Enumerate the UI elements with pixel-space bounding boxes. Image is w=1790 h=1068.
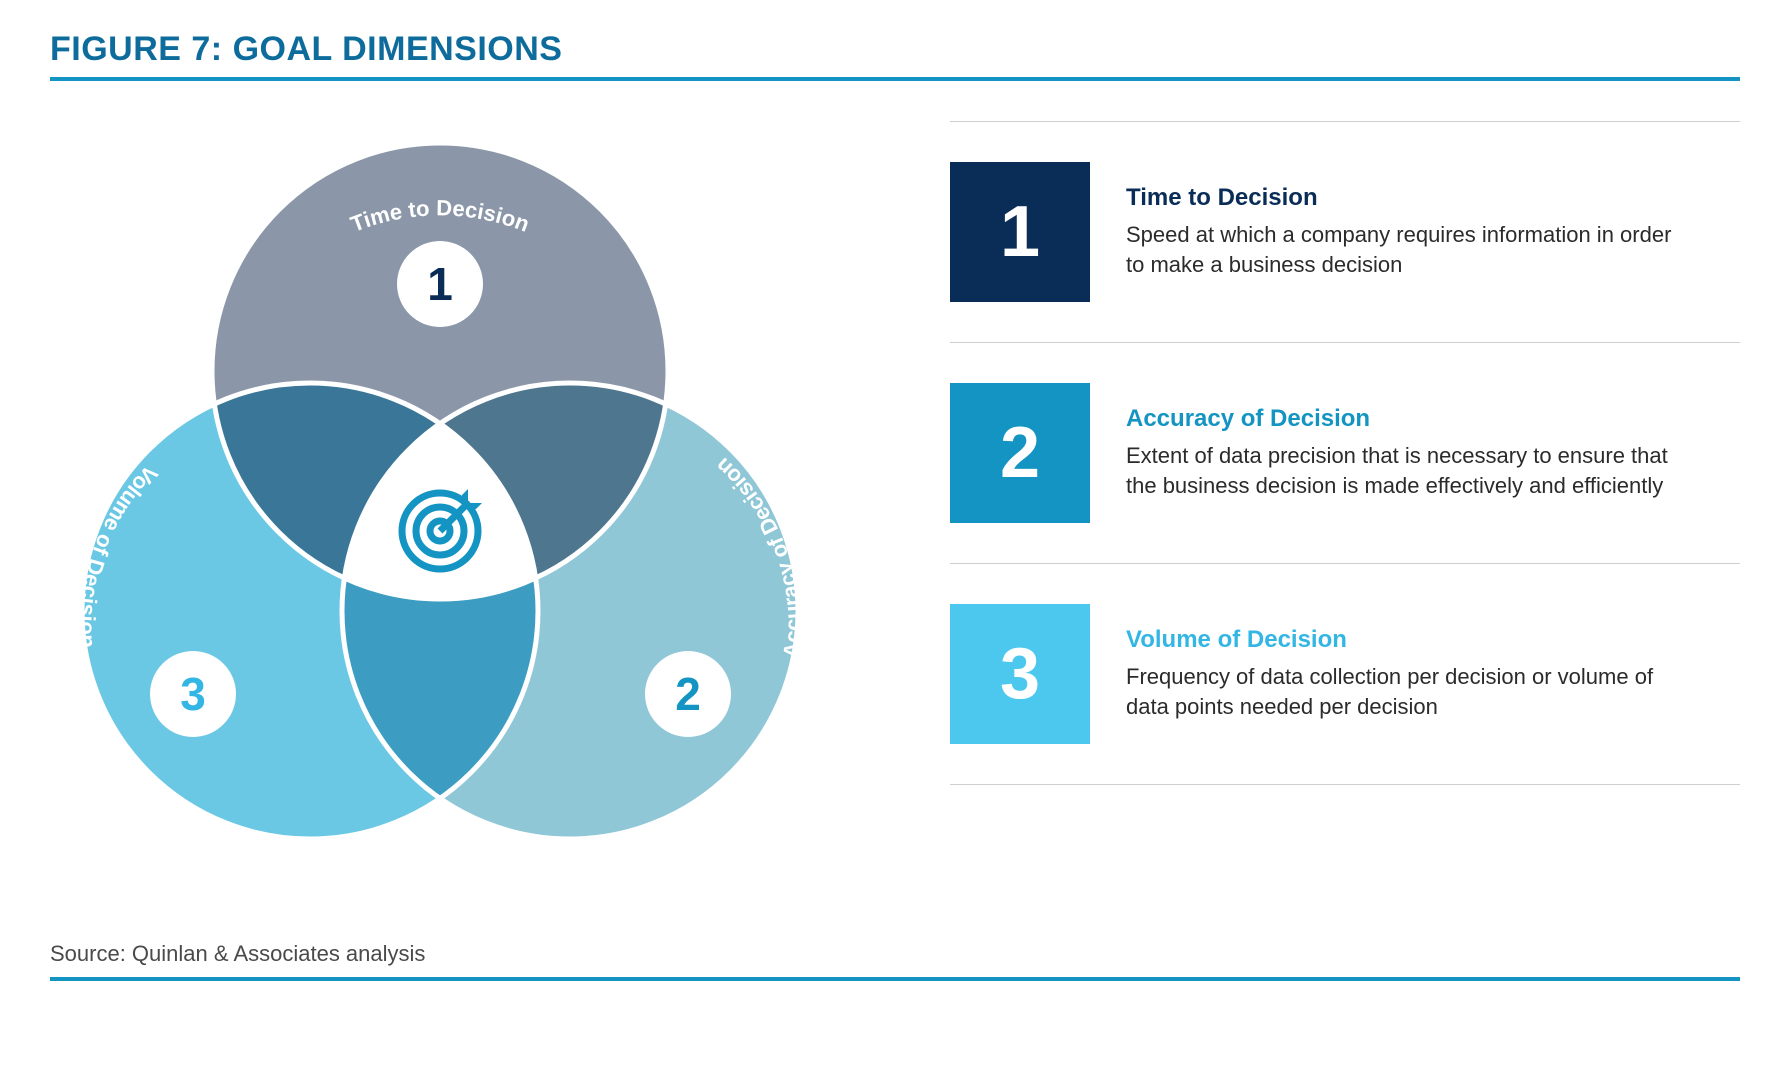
legend-text-2: Accuracy of Decision Extent of data prec…	[1126, 405, 1740, 500]
legend-row-2: 2 Accuracy of Decision Extent of data pr…	[950, 342, 1740, 563]
content-row: Time to Decision Accuracy of Decision Vo…	[50, 111, 1740, 931]
legend-box-3: 3	[950, 604, 1090, 744]
legend: 1 Time to Decision Speed at which a comp…	[950, 111, 1740, 931]
legend-heading-1: Time to Decision	[1126, 184, 1740, 212]
legend-row-1: 1 Time to Decision Speed at which a comp…	[950, 121, 1740, 342]
figure-title: FIGURE 7: GOAL DIMENSIONS	[50, 30, 1740, 81]
legend-row-3: 3 Volume of Decision Frequency of data c…	[950, 563, 1740, 785]
legend-desc-3: Frequency of data collection per decisio…	[1126, 662, 1686, 721]
legend-box-1: 1	[950, 162, 1090, 302]
venn-badge-2: 2	[645, 651, 731, 737]
venn-diagram: Time to Decision Accuracy of Decision Vo…	[50, 111, 870, 931]
legend-text-3: Volume of Decision Frequency of data col…	[1126, 626, 1740, 721]
legend-text-1: Time to Decision Speed at which a compan…	[1126, 184, 1740, 279]
venn-badge-3: 3	[150, 651, 236, 737]
legend-desc-1: Speed at which a company requires inform…	[1126, 220, 1686, 279]
legend-heading-2: Accuracy of Decision	[1126, 405, 1740, 433]
venn-badge-1: 1	[397, 241, 483, 327]
legend-box-2: 2	[950, 383, 1090, 523]
target-icon	[385, 476, 495, 586]
source-line: Source: Quinlan & Associates analysis	[50, 941, 1740, 981]
legend-heading-3: Volume of Decision	[1126, 626, 1740, 654]
legend-desc-2: Extent of data precision that is necessa…	[1126, 441, 1686, 500]
